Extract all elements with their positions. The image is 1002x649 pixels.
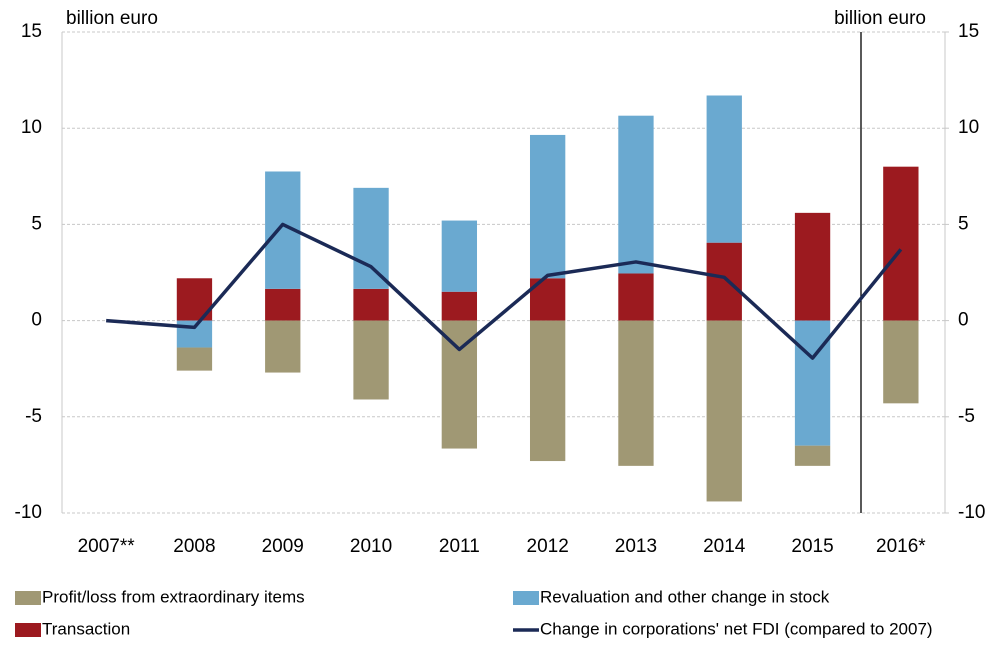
bar: [618, 320, 654, 466]
y-tick-label: 5: [31, 213, 42, 234]
bar: [794, 320, 831, 446]
bar: [883, 320, 919, 404]
bar: [265, 320, 301, 373]
y-tick-label: 0: [31, 310, 42, 331]
bar: [794, 212, 831, 321]
y2-axis-label: billion euro: [834, 8, 926, 29]
x-tick-label: 2015: [791, 536, 833, 557]
bar: [265, 288, 301, 321]
x-tick-label: 2012: [527, 536, 569, 557]
x-tick-label: 2014: [703, 536, 746, 557]
legend-text: Change in corporations' net FDI (compare…: [540, 619, 933, 638]
bar: [706, 242, 742, 321]
bar: [794, 445, 831, 466]
bar: [529, 134, 566, 279]
y2-tick-label: -10: [958, 502, 985, 523]
legend-text: Profit/loss from extraordinary items: [42, 587, 305, 606]
line: [106, 222, 903, 360]
bar: [441, 220, 478, 292]
bar: [529, 320, 566, 462]
x-tick-label: 2008: [173, 536, 215, 557]
legend-swatch: [15, 623, 41, 637]
y-axis-label: billion euro: [66, 8, 158, 29]
bar: [706, 95, 742, 243]
y2-tick-label: 0: [958, 310, 969, 331]
bar: [883, 166, 919, 321]
y2-tick-label: 10: [958, 117, 979, 138]
bar: [353, 187, 389, 289]
bar: [441, 291, 478, 321]
y-tick-label: 15: [21, 21, 42, 42]
legend-swatch: [15, 591, 41, 605]
y-tick-label: -5: [25, 406, 42, 427]
bar: [353, 288, 389, 321]
y2-tick-label: 5: [958, 213, 969, 234]
bar: [618, 273, 654, 321]
bar: [618, 115, 654, 274]
y-tick-label: 10: [21, 117, 42, 138]
x-tick-label: 2016*: [876, 536, 926, 557]
x-tick-label: 2009: [262, 536, 304, 557]
x-tick-label: 2013: [615, 536, 657, 557]
x-tick-label: 2011: [439, 536, 480, 557]
y2-tick-label: 15: [958, 21, 979, 42]
y-tick-label: -10: [15, 502, 42, 523]
bar: [176, 347, 213, 371]
bar: [706, 320, 742, 502]
y2-tick-label: -5: [958, 406, 975, 427]
bar: [441, 320, 478, 449]
legend-swatch: [513, 591, 539, 605]
legend-text: Transaction: [42, 619, 130, 638]
bar: [353, 320, 389, 400]
legend-text: Revaluation and other change in stock: [540, 587, 830, 606]
x-tick-label: 2010: [350, 536, 392, 557]
x-tick-label: 2007**: [78, 536, 136, 557]
